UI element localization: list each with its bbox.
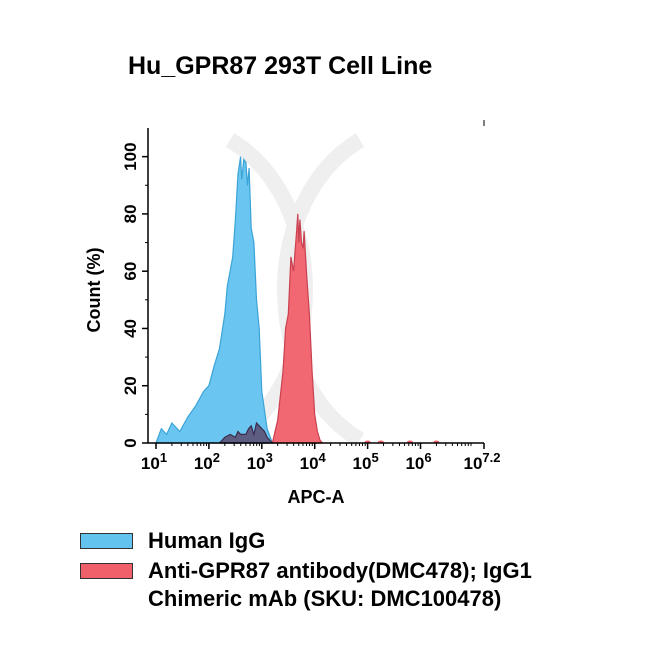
- legend-swatch-anti-gpr87: [80, 563, 133, 579]
- x-tick-label: 103: [247, 450, 273, 473]
- y-tick-label: 20: [121, 376, 140, 395]
- x-tick-label: 106: [405, 450, 431, 473]
- y-tick-label: 80: [121, 204, 140, 223]
- chart-title: Hu_GPR87 293T Cell Line: [128, 52, 433, 80]
- legend-item-human-igg: Human IgG: [80, 527, 650, 557]
- legend-swatch-human-igg: [80, 533, 133, 549]
- x-axis-label: APC-A: [288, 487, 345, 507]
- series-area-anti-gpr87: [271, 213, 324, 444]
- x-tick-label: 105: [353, 450, 379, 473]
- series-overlap-area: [219, 421, 274, 444]
- legend-label-anti-gpr87: Anti-GPR87 antibody(DMC478); IgG1 Chimer…: [148, 558, 532, 611]
- y-tick-label: 0: [121, 438, 140, 447]
- series-area-human-igg: [155, 156, 274, 444]
- y-tick-label: 100: [121, 142, 140, 170]
- x-tick-label: 104: [300, 450, 327, 473]
- x-tick-label: 101: [141, 450, 167, 473]
- y-tick-label: 60: [121, 262, 140, 281]
- flow-histogram-chart: 0 20 40 60 80 100 101 102 103 104 105 106 107.2 Coun…: [84, 120, 501, 507]
- y-axis-label: Count (%): [84, 248, 104, 333]
- y-tick-label: 40: [121, 319, 140, 338]
- legend-label-human-igg: Human IgG: [148, 528, 266, 553]
- x-tick-label: 102: [194, 450, 220, 473]
- x-tick-label: 107.2: [464, 450, 501, 473]
- chart-legend: Human IgG Anti-GPR87 antibody(DMC478); I…: [80, 527, 650, 617]
- legend-item-anti-gpr87: Anti-GPR87 antibody(DMC478); IgG1 Chimer…: [80, 557, 650, 617]
